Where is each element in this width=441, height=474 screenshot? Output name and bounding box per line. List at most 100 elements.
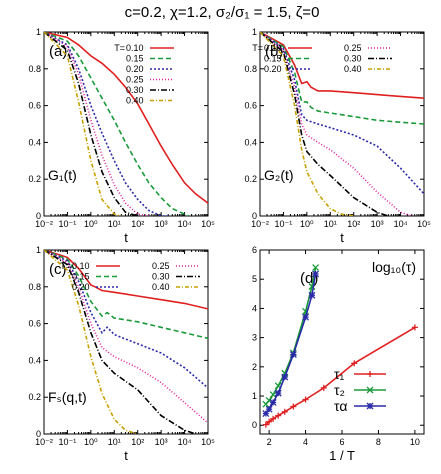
x-tick-label: 10² — [347, 219, 360, 229]
data-point — [274, 389, 282, 397]
x-tick-label: 4 — [303, 437, 308, 447]
legend-label: 0.20 — [264, 64, 282, 74]
data-point — [289, 351, 297, 359]
x-tick-label: 10¹ — [108, 219, 121, 229]
y-tick-label: 3 — [252, 333, 257, 343]
data-point — [265, 405, 273, 413]
x-tick-label: 10⁻² — [251, 219, 269, 229]
legend-marker — [366, 386, 374, 394]
legend-label: 0.25 — [152, 261, 170, 271]
x-tick-label: 10¹ — [108, 437, 121, 447]
x-tick-label: 10⁻² — [35, 437, 53, 447]
legend-label: 0.30 — [344, 54, 362, 64]
series-line-0.30 — [44, 250, 196, 434]
legend-label: τ₂ — [334, 382, 345, 398]
x-tick-label: 2 — [267, 437, 272, 447]
y-tick-label: 0.6 — [244, 101, 257, 111]
y-tick-label: 0 — [252, 211, 257, 221]
legend-marker — [366, 402, 374, 410]
function-label: Fₛ(q,t) — [48, 389, 87, 405]
function-label: G₁(t) — [48, 167, 77, 183]
x-tick-label: 10² — [131, 437, 144, 447]
data-point — [262, 410, 270, 418]
data-point — [270, 415, 277, 422]
x-axis-label: t — [124, 230, 128, 245]
plot-frame — [43, 249, 209, 435]
series-line-τ₂ — [265, 267, 317, 405]
series-line-0.20 — [260, 32, 424, 195]
legend-label: 0.20 — [126, 64, 144, 74]
legend-label: 0.25 — [126, 75, 144, 85]
figure-title: c=0.2, χ=1.2, σ₂/σ₁ = 1.5, ζ=0 — [125, 4, 320, 21]
legend-label: 0.40 — [152, 282, 170, 292]
legend-label: 0.15 — [72, 272, 90, 282]
legend: T= 0.100.150.200.250.300.40 — [114, 43, 174, 106]
data-point — [302, 396, 309, 403]
legend-label: 0.15 — [126, 54, 144, 64]
y-tick-label: 0.4 — [244, 137, 257, 147]
y-tick-label: 0 — [252, 420, 257, 430]
x-tick-label: 10³ — [155, 219, 168, 229]
series-line-0.30 — [260, 32, 389, 216]
legend-label: 0.40 — [126, 96, 144, 106]
series-line-τ₁ — [265, 326, 416, 426]
series-line-0.15 — [44, 250, 208, 340]
x-tick-label: 10³ — [371, 219, 384, 229]
data-point — [290, 403, 297, 410]
panel-b: 0 0.2 0.4 0.6 0.8 1 10⁻² 10⁻¹ 10⁰ 10¹ 10² 10³ 10⁴ 10⁵… — [244, 27, 431, 245]
x-axis-label: t — [340, 230, 344, 245]
legend-label: 0.20 — [72, 282, 90, 292]
x-tick-label: 10⁰ — [300, 219, 314, 229]
y-tick-label: 0.8 — [244, 64, 257, 74]
x-tick-label: 10⁻² — [35, 219, 53, 229]
y-tick-label: 0.4 — [28, 355, 41, 365]
x-axis-label: t — [124, 448, 128, 463]
x-tick-label: 10⁻¹ — [59, 437, 77, 447]
data-point — [281, 373, 289, 381]
y-tick-label: 0.6 — [28, 319, 41, 329]
x-tick-label: 10 — [410, 437, 420, 447]
series-line-0.25 — [260, 32, 412, 216]
y-tick-label: 1 — [36, 245, 41, 255]
series-line-τα — [265, 273, 317, 415]
series-line-0.40 — [260, 32, 354, 216]
panel-a: 0 0.2 0.4 0.6 0.8 1 10⁻² 10⁻¹ 10⁰ 10¹ 10² 10³ 10⁴ 10⁵… — [28, 27, 215, 245]
x-tick-label: 8 — [376, 437, 381, 447]
legend-label: 0.30 — [126, 85, 144, 95]
y-tick-label: 0 — [36, 211, 41, 221]
panels: 0 0.2 0.4 0.6 0.8 1 10⁻² 10⁻¹ 10⁰ 10¹ 10² 10³ 10⁴ 10⁵… — [28, 27, 431, 463]
legend-title: T= — [60, 261, 71, 271]
x-tick-label: 10⁻¹ — [275, 219, 293, 229]
y-tick-label: 2 — [252, 362, 257, 372]
legend-title: T= — [252, 43, 263, 53]
y-tick-label: 0.8 — [28, 282, 41, 292]
series-line-0.10 — [260, 32, 424, 99]
series-line-0.30 — [44, 32, 138, 216]
x-tick-label: 10³ — [155, 437, 168, 447]
legend-label: 0.10 — [126, 43, 144, 53]
y-tick-label: 1 — [252, 391, 257, 401]
y-tick-label: 0.2 — [28, 174, 41, 184]
y-tick-label: 0.2 — [28, 392, 41, 402]
legend: T= 0.100.150.200.250.300.40 — [252, 43, 392, 74]
x-axis-label: 1 / T — [329, 448, 355, 463]
series-line-0.20 — [44, 250, 208, 389]
y-tick-label: 0.2 — [244, 174, 257, 184]
legend-label: 0.10 — [264, 43, 282, 53]
legend-label: 0.25 — [344, 43, 362, 53]
data-point — [275, 412, 282, 419]
data-point — [262, 421, 269, 428]
data-point — [312, 270, 320, 278]
series-line-0.40 — [44, 32, 122, 216]
series-line-0.10 — [44, 32, 208, 204]
function-label: G₂(t) — [264, 167, 294, 183]
function-label: log₁₀(τ) — [372, 259, 416, 275]
series-line-0.15 — [44, 32, 190, 216]
legend-label: 0.30 — [152, 272, 170, 282]
y-tick-label: 4 — [252, 303, 257, 313]
x-tick-label: 10⁵ — [201, 437, 215, 447]
legend-label: 0.15 — [264, 54, 282, 64]
